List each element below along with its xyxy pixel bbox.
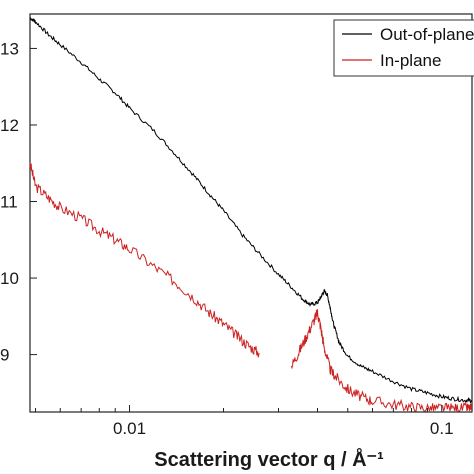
y-tick-label: 13 bbox=[0, 39, 19, 58]
ticks-layer bbox=[30, 47, 443, 412]
x-tick-label: 0.1 bbox=[430, 419, 454, 438]
legend-box bbox=[333, 19, 474, 77]
legend: Out-of-plane In-plane bbox=[333, 19, 474, 77]
y-tick-label: 9 bbox=[0, 346, 9, 365]
x-axis-title: Scattering vector q / Å⁻¹ bbox=[154, 447, 384, 471]
y-tick-label: 12 bbox=[0, 116, 19, 135]
series-line-in-plane bbox=[29, 163, 260, 358]
plot-area-frame bbox=[29, 13, 473, 413]
legend-label-out-of-plane: Out-of-plane bbox=[380, 25, 474, 44]
y-tick-label: 11 bbox=[0, 193, 18, 212]
y-tick-label: 10 bbox=[0, 269, 19, 288]
series-line-out-of-plane bbox=[29, 17, 473, 404]
legend-label-in-plane: In-plane bbox=[380, 51, 441, 70]
x-tick-label: 0.01 bbox=[113, 419, 146, 438]
series-line-in-plane bbox=[290, 309, 473, 413]
series-layer bbox=[29, 17, 473, 413]
